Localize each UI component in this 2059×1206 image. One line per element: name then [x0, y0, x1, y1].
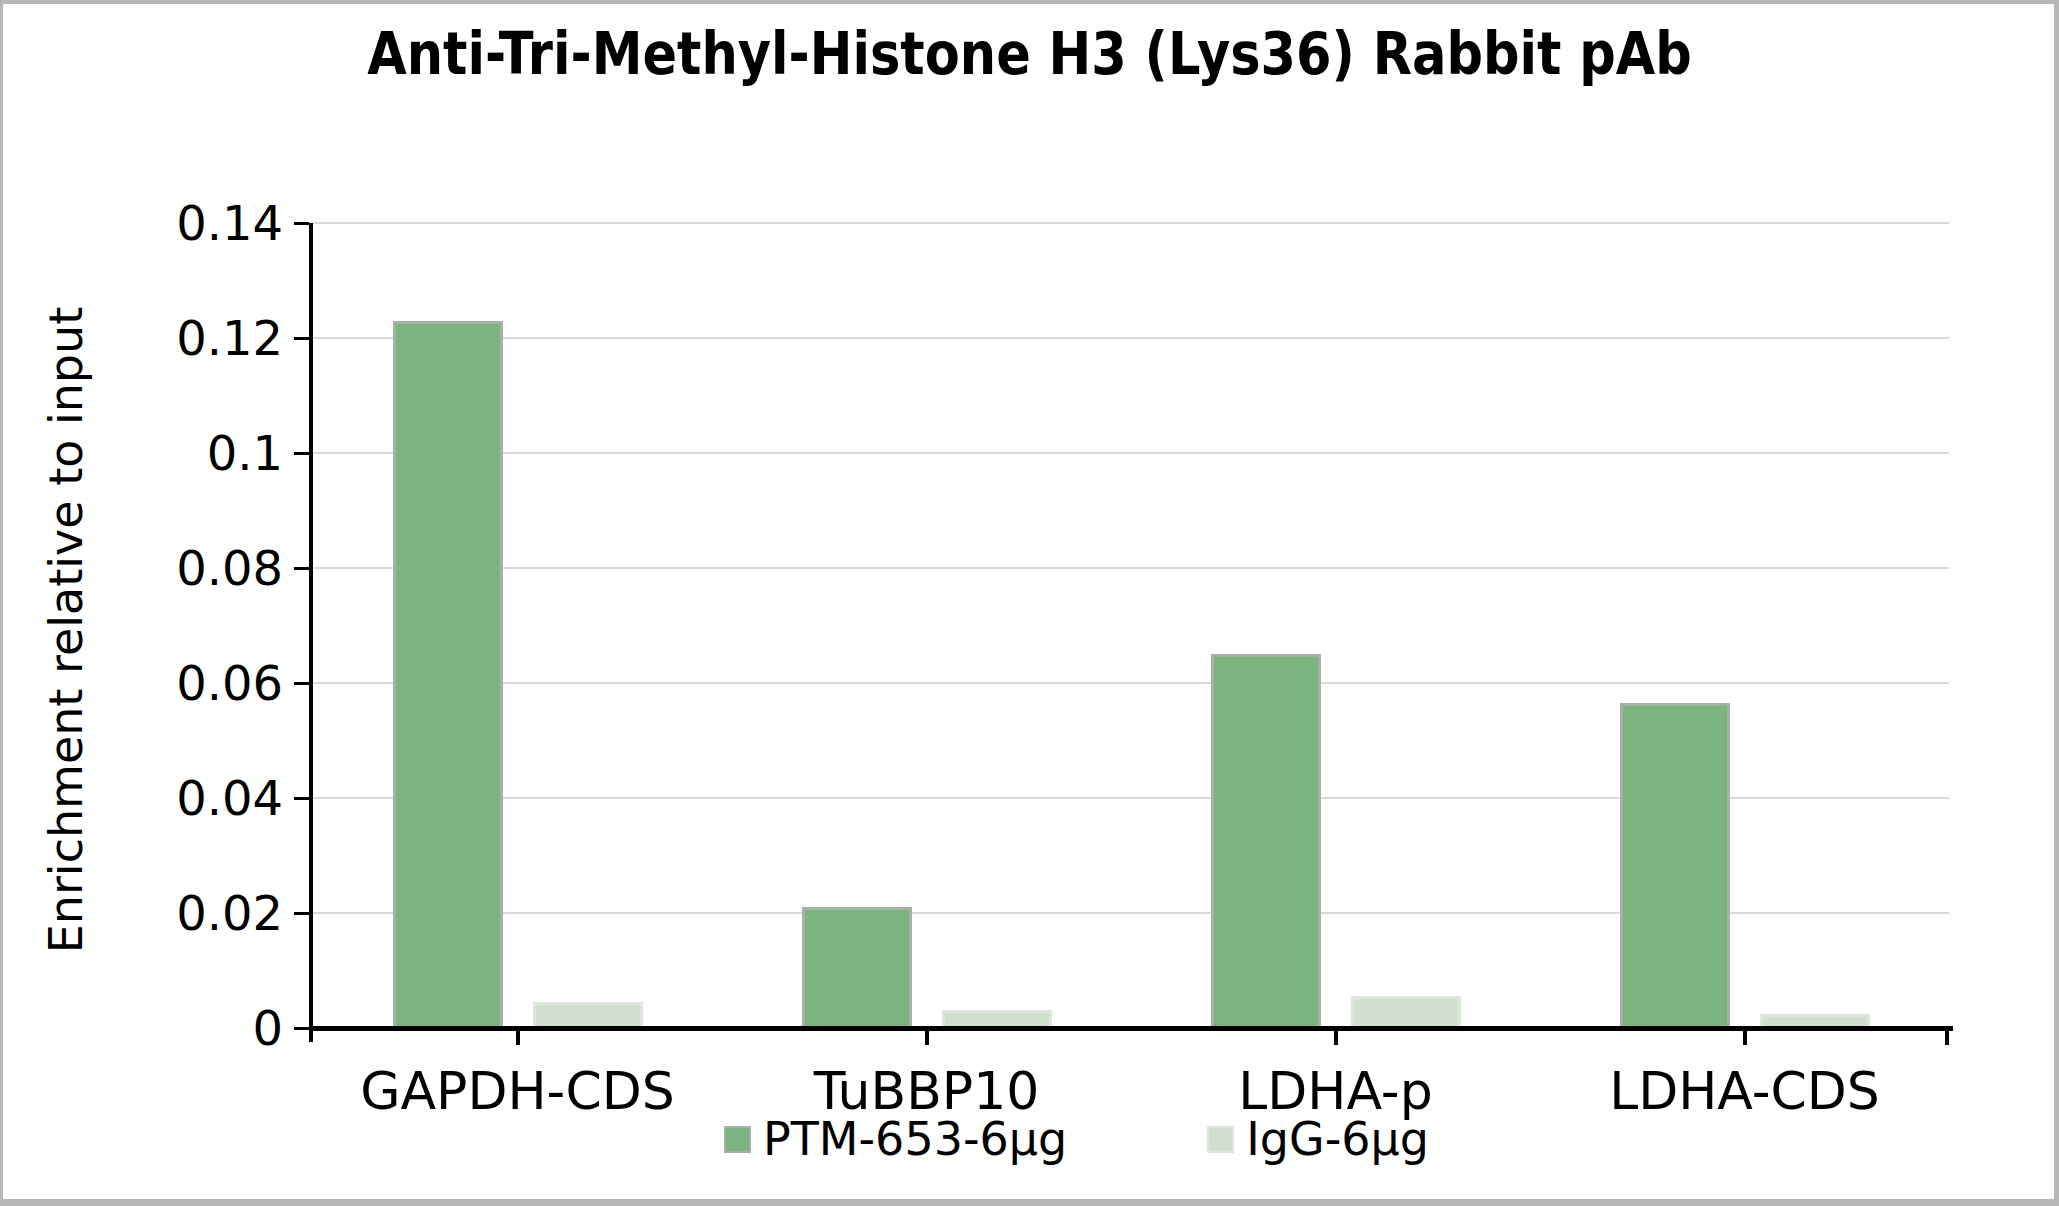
bar-igg-6-g-ldha-p: [1351, 996, 1461, 1028]
gridline-0-08: [313, 567, 1949, 569]
plot-area: 00.020.040.060.080.10.120.14GAPDH-CDSTuB…: [313, 223, 1949, 1028]
x-axis-line: [309, 1026, 1953, 1031]
legend-label-ptm-653-6ug: PTM-653-6µg: [763, 1114, 1067, 1164]
x-label-ldha-cds: LDHA-CDS: [1535, 1063, 1955, 1119]
y-axis-line: [309, 223, 313, 1042]
y-tick-label-0-1: 0.1: [83, 426, 283, 480]
y-tick-label-0-08: 0.08: [83, 541, 283, 595]
legend-swatch-igg-6ug: [1207, 1126, 1234, 1153]
y-tick-0: [294, 1027, 309, 1030]
y-tick-0-1: [294, 452, 309, 455]
bar-ptm-653-6-g-gapdh-cds: [393, 321, 503, 1028]
x-label-ldha-p: LDHA-p: [1126, 1063, 1546, 1119]
y-tick-0-02: [294, 912, 309, 915]
legend-label-igg-6ug: IgG-6µg: [1246, 1114, 1429, 1164]
y-tick-0-14: [294, 222, 309, 225]
y-tick-0-12: [294, 337, 309, 340]
legend: PTM-653-6µg IgG-6µg: [94, 1114, 2059, 1164]
y-tick-label-0-04: 0.04: [83, 771, 283, 825]
y-tick-label-0-14: 0.14: [83, 196, 283, 250]
x-tick-tubbp10: [925, 1031, 929, 1045]
x-tick-gapdh-cds: [516, 1031, 520, 1045]
y-axis-title: Enrichment relative to input: [39, 307, 93, 954]
legend-item-igg-6ug: IgG-6µg: [1207, 1114, 1429, 1164]
y-tick-0-08: [294, 567, 309, 570]
gridline-0-06: [313, 682, 1949, 684]
y-tick-0-04: [294, 797, 309, 800]
legend-item-ptm-653-6ug: PTM-653-6µg: [724, 1114, 1067, 1164]
gridline-0-14: [313, 222, 1949, 224]
y-tick-label-0-02: 0.02: [83, 886, 283, 940]
bar-igg-6-g-gapdh-cds: [533, 1002, 643, 1028]
bar-ptm-653-6-g-ldha-cds: [1620, 703, 1730, 1028]
chart: Anti-Tri-Methyl-Histone H3 (Lys36) Rabbi…: [0, 0, 2059, 1206]
x-label-gapdh-cds: GAPDH-CDS: [308, 1063, 728, 1119]
y-tick-label-0-12: 0.12: [83, 311, 283, 365]
legend-swatch-ptm-653-6ug: [724, 1126, 751, 1153]
gridline-0-1: [313, 452, 1949, 454]
x-tick-axis-end: [1945, 1031, 1949, 1045]
x-tick-ldha-cds: [1743, 1031, 1747, 1045]
y-tick-label-0-06: 0.06: [83, 656, 283, 710]
chart-title: Anti-Tri-Methyl-Histone H3 (Lys36) Rabbi…: [124, 20, 1936, 88]
gridline-0-12: [313, 337, 1949, 339]
x-label-tubbp10: TuBBP10: [717, 1063, 1137, 1119]
x-tick-ldha-p: [1334, 1031, 1338, 1045]
bar-ptm-653-6-g-tubbp10: [802, 907, 912, 1028]
bar-ptm-653-6-g-ldha-p: [1211, 654, 1321, 1028]
y-tick-label-0: 0: [83, 1001, 283, 1055]
y-tick-0-06: [294, 682, 309, 685]
